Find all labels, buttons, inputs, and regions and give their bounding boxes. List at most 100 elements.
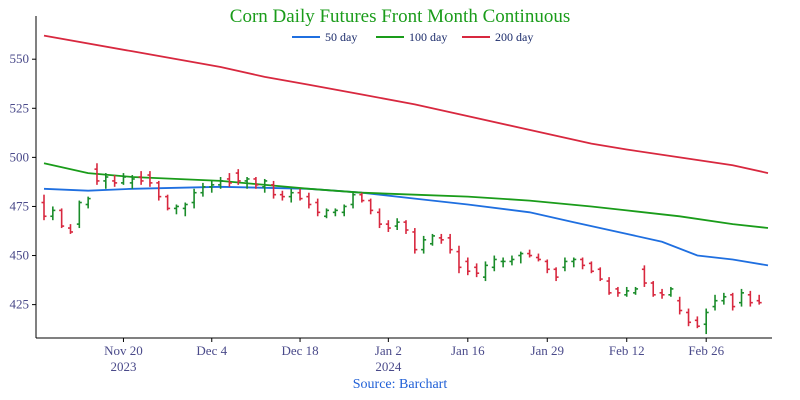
ohlc-bar bbox=[112, 175, 118, 187]
x-tick-label: Nov 20 bbox=[104, 343, 143, 358]
series-line-50-day bbox=[43, 185, 769, 267]
chart-title: Corn Daily Futures Front Month Continuou… bbox=[230, 6, 570, 27]
ohlc-bar bbox=[59, 208, 65, 229]
ohlc-bar bbox=[332, 208, 338, 217]
ohlc-bar bbox=[288, 188, 294, 203]
x-tick-year-label: 2024 bbox=[375, 359, 402, 374]
ohlc-bar bbox=[297, 188, 303, 201]
ohlc-bar bbox=[518, 251, 524, 264]
ohlc-bar bbox=[385, 220, 391, 232]
ohlc-bar bbox=[739, 288, 745, 307]
x-tick-label: Jan 29 bbox=[530, 343, 564, 358]
ohlc-bar bbox=[615, 286, 621, 297]
ohlc-bar bbox=[527, 249, 533, 258]
x-tick-label: Jan 2 bbox=[375, 343, 402, 358]
ohlc-bar bbox=[624, 286, 630, 297]
ohlc-bar bbox=[129, 175, 135, 189]
ohlc-bar bbox=[694, 316, 700, 329]
ohlc-bar bbox=[67, 224, 73, 234]
ohlc-bar bbox=[306, 192, 312, 209]
ohlc-bar bbox=[668, 286, 674, 297]
ohlc-bar bbox=[138, 171, 144, 185]
y-tick-label: 550 bbox=[10, 51, 30, 66]
ohlc-bar bbox=[226, 173, 232, 187]
ohlc-bar bbox=[677, 296, 683, 315]
ohlc-bar bbox=[377, 208, 383, 229]
ohlc-bar bbox=[421, 235, 427, 254]
x-tick-label: Dec 4 bbox=[196, 343, 227, 358]
moving-averages bbox=[43, 34, 769, 267]
ohlc-bar bbox=[641, 265, 647, 287]
ohlc-bar bbox=[403, 220, 409, 234]
ohlc-bar bbox=[394, 218, 400, 231]
ohlc-bar bbox=[429, 233, 435, 246]
ohlc-bar bbox=[279, 190, 285, 201]
ohlc-bar bbox=[173, 204, 179, 215]
ohlc-bar bbox=[553, 267, 559, 282]
ohlc-bar bbox=[359, 192, 365, 203]
x-tick-label: Dec 18 bbox=[281, 343, 318, 358]
x-tick-label: Feb 12 bbox=[609, 343, 645, 358]
x-tick-label: Jan 16 bbox=[451, 343, 485, 358]
ohlc-bar bbox=[156, 180, 162, 201]
ohlc-bar bbox=[324, 208, 330, 219]
legend-label: 200 day bbox=[495, 30, 533, 44]
ohlc-bar bbox=[447, 233, 453, 254]
ohlc-bar bbox=[597, 267, 603, 282]
ohlc-bar bbox=[712, 294, 718, 311]
ohlc-bar bbox=[465, 257, 471, 276]
source-label: Source: Barchart bbox=[353, 377, 448, 392]
ohlc-bar bbox=[244, 177, 250, 189]
ohlc-bar bbox=[509, 255, 515, 266]
ohlc-bar bbox=[94, 163, 100, 185]
legend-label: 100 day bbox=[409, 30, 447, 44]
ohlc-bar bbox=[253, 177, 259, 189]
ohlc-bar bbox=[535, 253, 541, 262]
ohlc-bar bbox=[730, 292, 736, 311]
ohlc-bar bbox=[350, 192, 356, 209]
ohlc-bar bbox=[588, 261, 594, 274]
ohlc-bar bbox=[76, 200, 82, 229]
ohlc-bar bbox=[271, 180, 277, 199]
ohlc-bar bbox=[747, 290, 753, 307]
y-tick-label: 425 bbox=[10, 297, 30, 312]
ohlc-bar bbox=[482, 261, 488, 282]
ohlc-bar bbox=[438, 233, 444, 244]
legend-label: 50 day bbox=[325, 30, 357, 44]
ohlc-bar bbox=[562, 257, 568, 272]
ohlc-bar bbox=[580, 257, 586, 270]
y-tick-label: 500 bbox=[10, 149, 30, 164]
y-tick-label: 450 bbox=[10, 248, 30, 263]
legend: 50 day 100 day 200 day bbox=[292, 30, 533, 44]
price-bars bbox=[41, 163, 762, 335]
y-tick-label: 475 bbox=[10, 198, 30, 213]
ohlc-bar bbox=[686, 308, 692, 327]
ohlc-bar bbox=[191, 188, 197, 209]
ohlc-bar bbox=[235, 169, 241, 185]
ohlc-bar bbox=[262, 178, 268, 193]
y-tick-label: 525 bbox=[10, 100, 30, 115]
ohlc-bar bbox=[491, 255, 497, 272]
ohlc-bar bbox=[571, 257, 577, 268]
ohlc-bar bbox=[182, 202, 188, 217]
series-line-100-day bbox=[43, 162, 769, 229]
ohlc-bar bbox=[341, 204, 347, 217]
ohlc-bar bbox=[315, 198, 321, 217]
ohlc-bar bbox=[147, 171, 153, 187]
ohlc-bar bbox=[500, 257, 506, 268]
ohlc-bar bbox=[544, 259, 550, 274]
ohlc-bar bbox=[633, 286, 639, 295]
ohlc-bar bbox=[103, 173, 109, 189]
series-line-200-day bbox=[43, 34, 769, 174]
y-axis: 425 450 475 500 525 550 bbox=[10, 16, 37, 338]
ohlc-bar bbox=[659, 288, 665, 299]
ohlc-bar bbox=[50, 206, 56, 221]
ohlc-bar bbox=[456, 245, 462, 274]
ohlc-bar bbox=[85, 196, 91, 209]
ohlc-bar bbox=[165, 194, 171, 211]
ohlc-bar bbox=[120, 173, 126, 185]
ohlc-bar bbox=[218, 177, 224, 189]
ohlc-bar bbox=[200, 182, 206, 197]
